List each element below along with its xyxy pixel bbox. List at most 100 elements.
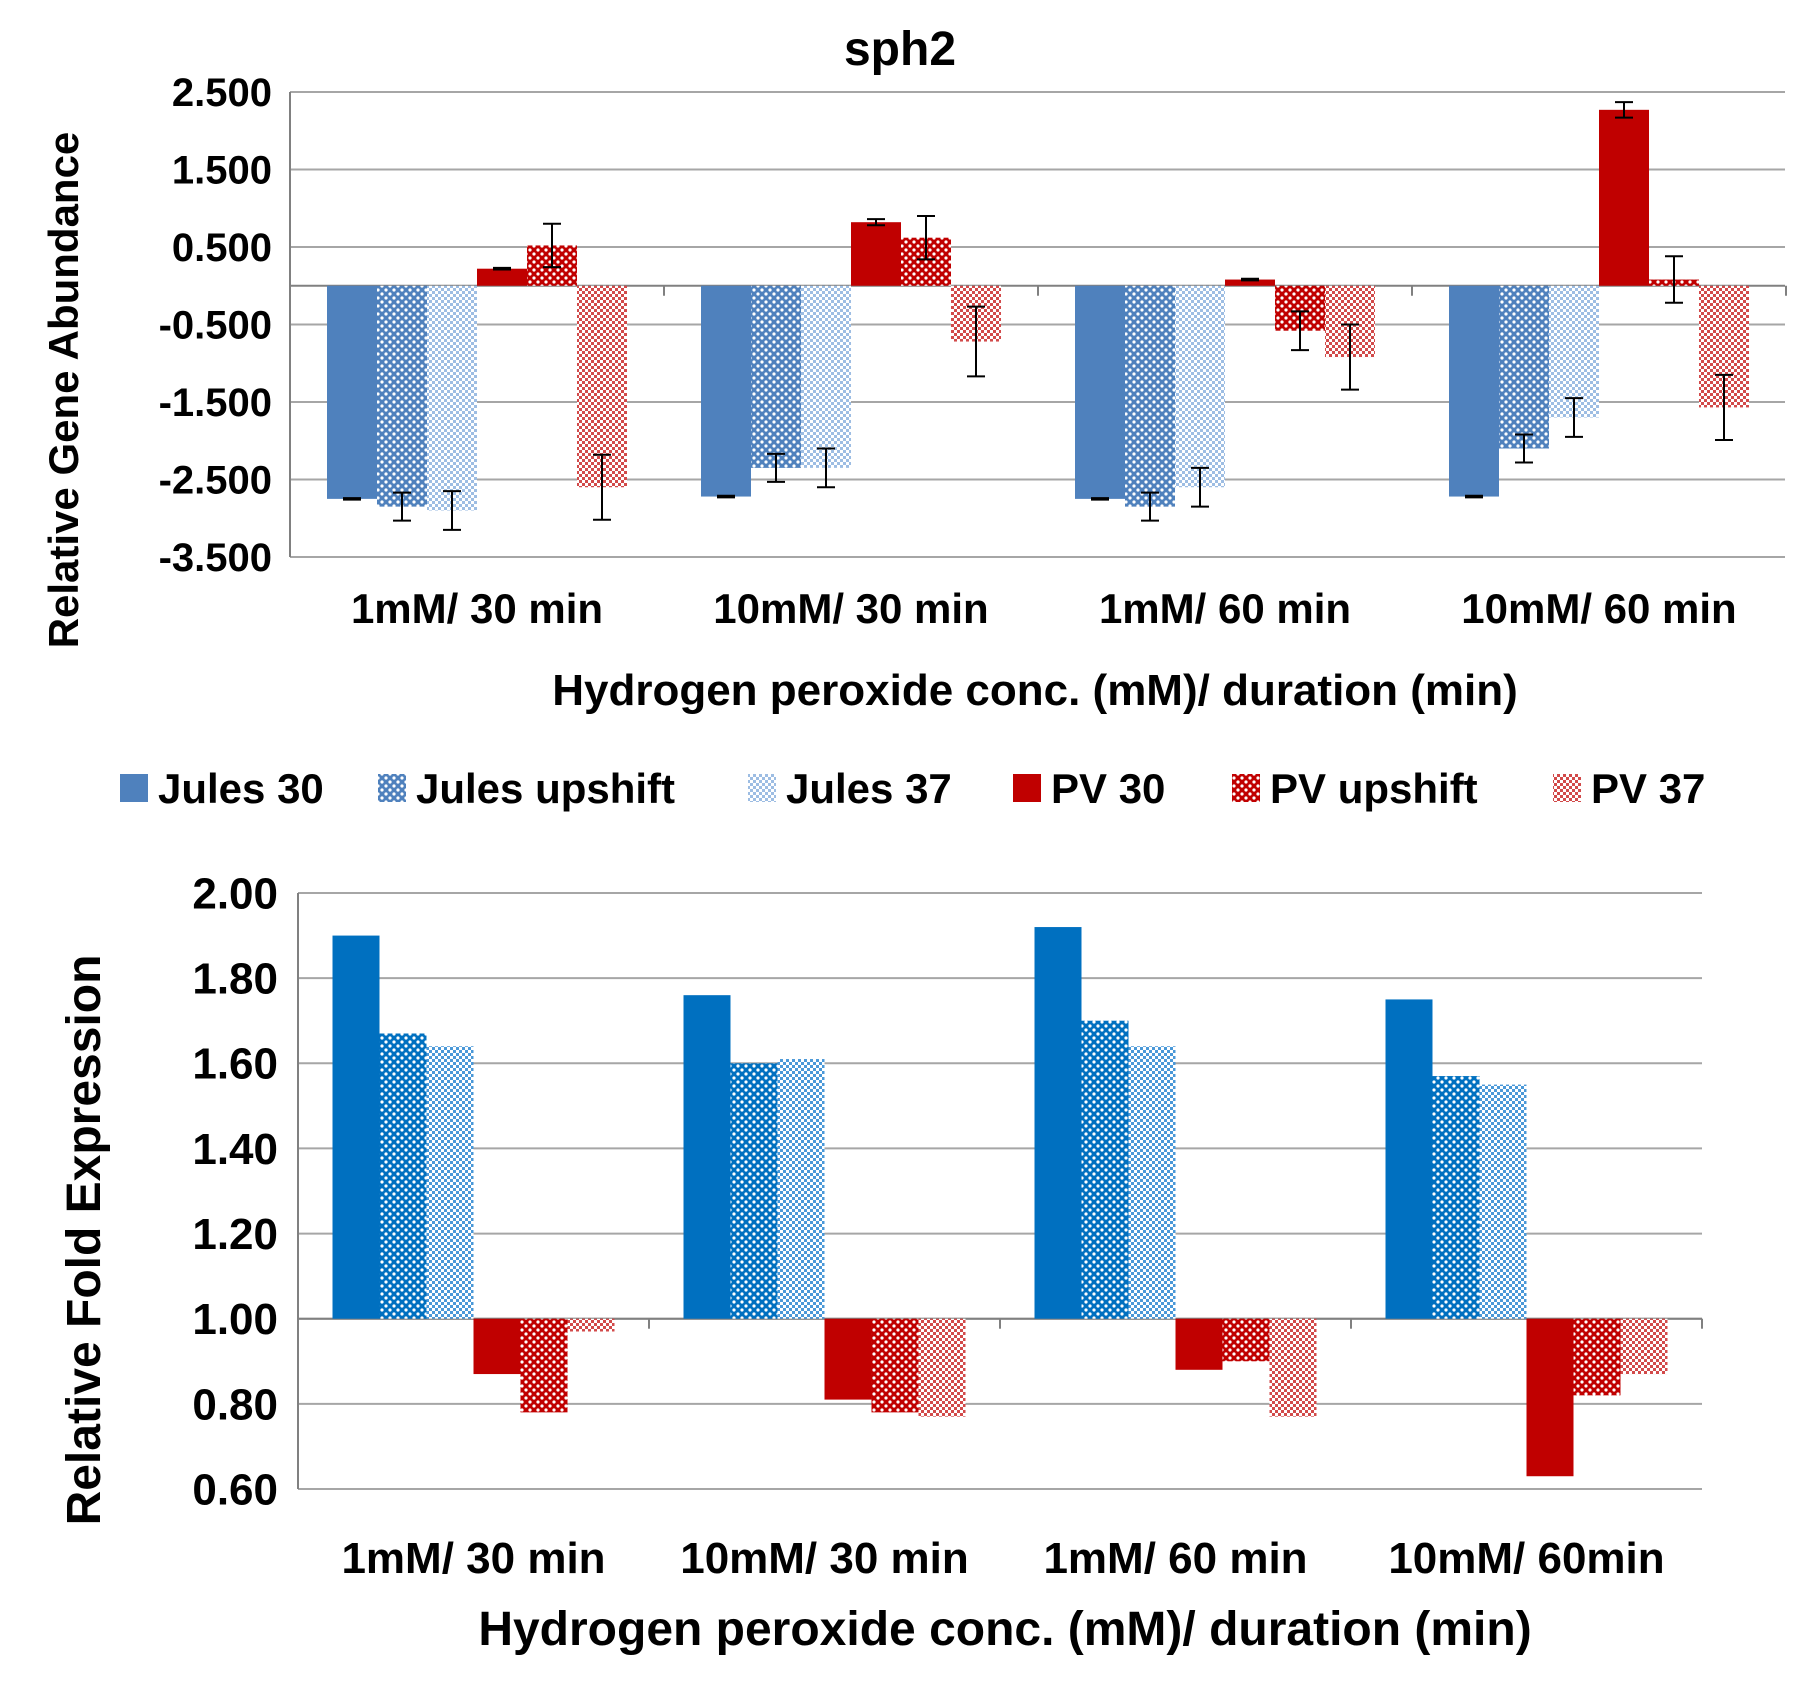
chart-top-y-ticks: 2.500 1.500 0.500 -0.500 -1.500 -2.500 -3.500 (159, 71, 272, 580)
x-tick-label: 10mM/ 60min (1388, 1534, 1664, 1583)
x-tick-label: 1mM/ 60 min (1099, 585, 1351, 632)
bar-jules-37-1mm-60-min (1175, 285, 1225, 488)
error-bar-jules-30-10mm-30-min (717, 494, 735, 499)
error-bar-jules-upshift-1mm-60-min (1141, 491, 1159, 522)
error-bar-pv-37-10mm-30-min (967, 305, 985, 378)
bar-jules-upshift-1mm-60-min (1125, 285, 1175, 507)
bar-pv-30-10mm-60min (1526, 1318, 1574, 1477)
legend-item-jules-upshift: Jules upshift (378, 765, 675, 812)
bar-pv-37-10mm-30-min (918, 1318, 966, 1417)
legend-item-pv-upshift: PV upshift (1232, 765, 1478, 812)
chart-bottom-y-ticks: 2.00 1.80 1.60 1.40 1.20 1.00 0.80 0.60 (192, 869, 278, 1514)
legend-label: PV 30 (1051, 765, 1165, 812)
legend-label: Jules 37 (786, 765, 952, 812)
y-tick-label: 1.40 (192, 1125, 278, 1174)
legend-swatch (1232, 774, 1260, 802)
legend: Jules 30 Jules upshift Jules 37 PV 30 PV ups… (120, 765, 1705, 812)
error-bar-pv-37-1mm-60-min (1341, 323, 1359, 391)
legend-label: Jules 30 (158, 765, 324, 812)
error-bar-pv-upshift-1mm-60-min (1291, 310, 1309, 352)
bar-pv-upshift-10mm-30-min (871, 1318, 919, 1413)
error-bar-pv-37-10mm-60-min (1715, 373, 1733, 441)
y-tick-label: 1.60 (192, 1040, 278, 1089)
chart-top-y-axis-label: Relative Gene Abundance (40, 132, 87, 649)
legend-swatch (378, 774, 406, 802)
y-tick-label: -1.500 (159, 381, 272, 425)
y-tick-label: -0.500 (159, 304, 272, 348)
y-tick-label: 0.500 (172, 226, 272, 270)
bar-jules-upshift-10mm-30-min (751, 285, 801, 468)
bar-jules-upshift-10mm-60-min (1499, 285, 1549, 449)
chart-top: sph2 2.500 1.500 0.500 -0.500 -1.500 -2.500 -3… (40, 23, 1787, 715)
legend-item-jules-37: Jules 37 (748, 765, 952, 812)
error-bar-jules-37-1mm-60-min (1191, 466, 1209, 508)
error-bar-jules-30-1mm-60-min (1091, 497, 1109, 501)
x-tick-label: 10mM/ 30 min (680, 1534, 969, 1583)
bar-pv-30-1mm-30-min (477, 268, 527, 286)
bar-pv-upshift-1mm-60-min (1222, 1318, 1270, 1362)
error-bar-jules-30-10mm-60-min (1465, 494, 1483, 499)
legend-item-jules-30: Jules 30 (120, 765, 324, 812)
bar-jules-37-10mm-30-min (801, 285, 851, 468)
bar-pv-30-1mm-60-min (1225, 279, 1275, 286)
error-bar-pv-30-1mm-60-min (1241, 277, 1259, 282)
y-tick-label: 0.80 (192, 1380, 278, 1429)
chart-bottom: 2.00 1.80 1.60 1.40 1.20 1.00 0.80 0.60 1mM/ 30… (58, 869, 1703, 1656)
bar-jules-30-1mm-60-min (1075, 285, 1125, 499)
x-tick-label: 10mM/ 60 min (1461, 585, 1736, 632)
chart-top-title: sph2 (844, 23, 956, 76)
legend-item-pv-30: PV 30 (1013, 765, 1165, 812)
bar-jules-upshift-1mm-30-min (379, 1033, 427, 1319)
bar-jules-37-10mm-60min (1479, 1084, 1527, 1319)
bar-jules-37-1mm-30-min (427, 285, 477, 511)
chart-bottom-y-axis-label: Relative Fold Expression (58, 955, 111, 1526)
chart-bottom-x-ticks: 1mM/ 30 min 10mM/ 30 min 1mM/ 60 min 10mM/ … (341, 1534, 1664, 1583)
legend-label: Jules upshift (416, 765, 675, 812)
bar-pv-30-1mm-60-min (1175, 1318, 1223, 1370)
error-bar-jules-30-1mm-30-min (343, 497, 361, 501)
bar-jules-37-10mm-60-min (1549, 285, 1599, 418)
bar-pv-30-10mm-30-min (851, 222, 901, 286)
error-bar-pv-30-1mm-30-min (493, 266, 511, 271)
error-bar-jules-37-10mm-60-min (1565, 397, 1583, 438)
error-bar-jules-upshift-10mm-30-min (767, 452, 785, 483)
legend-label: PV 37 (1591, 765, 1705, 812)
y-tick-label: 1.00 (192, 1295, 278, 1344)
error-bar-jules-upshift-1mm-30-min (393, 491, 411, 522)
legend-swatch (120, 774, 148, 802)
bar-jules-30-10mm-60-min (1449, 285, 1499, 497)
bar-pv-30-1mm-30-min (473, 1318, 521, 1375)
error-bar-pv-30-10mm-30-min (867, 218, 885, 227)
bar-jules-30-1mm-30-min (327, 285, 377, 499)
y-tick-label: 1.500 (172, 149, 272, 193)
bar-jules-upshift-1mm-60-min (1081, 1020, 1129, 1319)
chart-top-bars (327, 101, 1749, 531)
bar-pv-37-10mm-60min (1620, 1318, 1668, 1375)
error-bar-pv-30-10mm-60-min (1615, 101, 1633, 119)
x-tick-label: 1mM/ 60 min (1043, 1534, 1307, 1583)
bar-pv-upshift-10mm-60min (1573, 1318, 1621, 1396)
y-tick-label: 2.00 (192, 869, 278, 918)
bar-jules-37-10mm-30-min (777, 1059, 825, 1319)
chart-top-x-axis-label: Hydrogen peroxide conc. (mM)/ duration (… (552, 666, 1518, 715)
chart-bottom-bars (332, 927, 1668, 1477)
error-bar-pv-37-1mm-30-min (593, 453, 611, 521)
error-bar-jules-37-1mm-30-min (443, 490, 461, 531)
bar-jules-30-10mm-30-min (683, 995, 731, 1319)
legend-item-pv-37: PV 37 (1553, 765, 1705, 812)
bar-jules-37-1mm-60-min (1128, 1046, 1176, 1319)
y-tick-label: -3.500 (159, 536, 272, 580)
error-bar-jules-upshift-10mm-60-min (1515, 433, 1533, 464)
bar-jules-upshift-10mm-60min (1432, 1076, 1480, 1319)
legend-swatch (1013, 774, 1041, 802)
y-tick-label: 2.500 (172, 71, 272, 115)
bar-jules-37-1mm-30-min (426, 1046, 474, 1319)
error-bar-jules-37-10mm-30-min (817, 447, 835, 489)
bar-jules-30-1mm-30-min (332, 935, 380, 1319)
error-bar-pv-upshift-1mm-30-min (543, 222, 561, 269)
chart-top-x-ticks: 1mM/ 30 min 10mM/ 30 min 1mM/ 60 min 10mM/ … (351, 585, 1737, 632)
y-tick-label: 0.60 (192, 1465, 278, 1514)
legend-swatch (1553, 774, 1581, 802)
error-bar-pv-upshift-10mm-30-min (917, 215, 935, 261)
